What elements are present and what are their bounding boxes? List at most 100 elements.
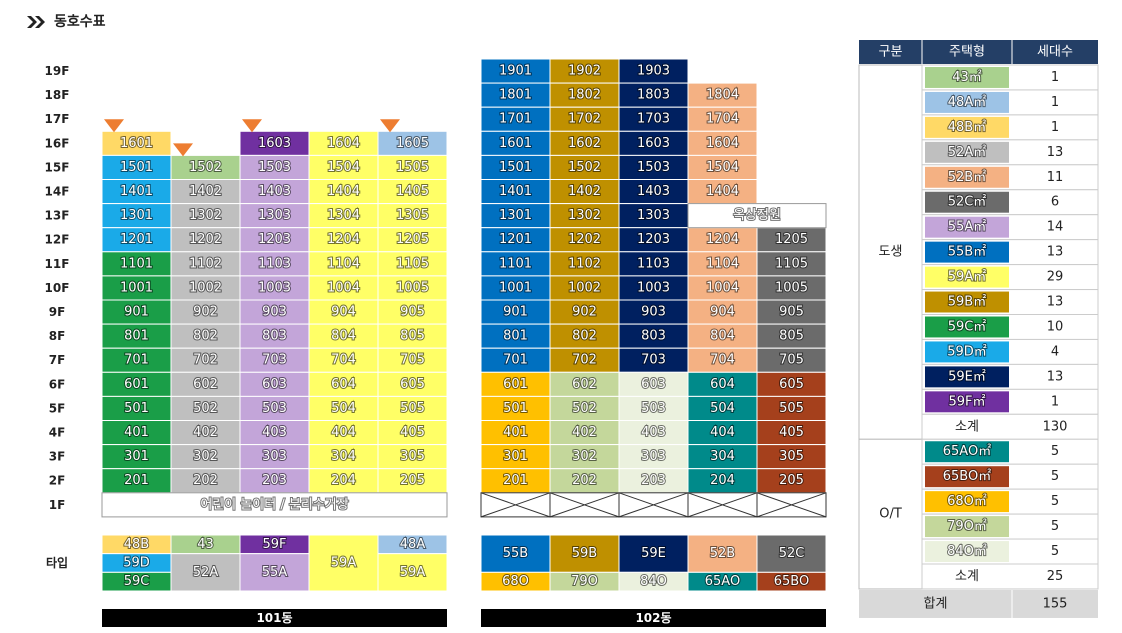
unit-cell <box>480 203 551 229</box>
unit-number: 1801 <box>499 88 532 103</box>
unit-cell <box>101 251 172 277</box>
unit-number: 1002 <box>568 280 601 295</box>
unit-number: 1803 <box>637 88 670 103</box>
unit-number: 1802 <box>568 88 601 103</box>
unit-cell <box>756 347 827 373</box>
type-cell: 55B㎡ <box>948 245 986 260</box>
type-cell: 55A㎡ <box>948 220 986 235</box>
type-row-label: 타입 <box>46 555 68 570</box>
type-swatch <box>925 266 1009 288</box>
type-cell: 43㎡ <box>952 70 982 85</box>
unit-number: 1605 <box>396 136 429 151</box>
unit-number: 701 <box>124 353 149 368</box>
unit-cell <box>377 468 448 494</box>
unit-cell <box>618 299 689 325</box>
unit-number: 1003 <box>258 280 291 295</box>
unit-number: 1404 <box>706 184 739 199</box>
type-name: 59A <box>400 565 426 580</box>
unit-cell <box>101 395 172 421</box>
subtotal-label: 소계 <box>955 569 979 584</box>
type-name: 65AO <box>705 574 740 589</box>
unit-cell <box>239 468 310 494</box>
unit-number: 901 <box>124 305 149 320</box>
type-swatch <box>925 241 1009 263</box>
unit-number: 1604 <box>706 136 739 151</box>
unit-number: 1505 <box>396 160 429 175</box>
subtotal-bg <box>921 413 1099 440</box>
count-cell: 14 <box>1047 220 1064 235</box>
unit-number: 1504 <box>327 160 360 175</box>
type-block <box>308 534 379 592</box>
type-cell: 52C㎡ <box>948 195 987 210</box>
unit-number: 801 <box>124 329 149 344</box>
unit-number: 202 <box>193 473 218 488</box>
unit-number: 1201 <box>120 232 153 247</box>
unit-number: 1204 <box>706 232 739 247</box>
unit-number: 504 <box>331 401 356 416</box>
type-name: 48B <box>124 537 149 552</box>
unit-cell <box>170 347 241 373</box>
unit-number: 1804 <box>706 88 739 103</box>
count-cell: 1 <box>1051 95 1059 110</box>
type-cell: 59A㎡ <box>948 270 986 285</box>
unit-cell <box>687 275 758 301</box>
type-swatch <box>925 166 1009 188</box>
unit-number: 904 <box>710 305 735 320</box>
unit-cell <box>308 468 379 494</box>
unit-number: 904 <box>331 305 356 320</box>
unit-cell <box>549 203 620 229</box>
ground-cross <box>618 492 689 518</box>
type-swatch <box>925 116 1009 138</box>
unit-number: 405 <box>400 425 425 440</box>
unit-number: 1601 <box>499 136 532 151</box>
unit-number: 1002 <box>189 280 222 295</box>
unit-number: 201 <box>124 473 149 488</box>
unit-number: 703 <box>641 353 666 368</box>
floor-label: 18F <box>45 88 70 102</box>
unit-number: 305 <box>779 449 804 464</box>
unit-cell <box>687 154 758 180</box>
type-cell: 79O㎡ <box>947 519 987 534</box>
type-cell: 59B㎡ <box>948 295 986 310</box>
unit-cell <box>239 179 310 205</box>
floor-label: 5F <box>49 401 66 415</box>
floor-label: 10F <box>45 281 70 295</box>
count-cell: 5 <box>1051 469 1059 484</box>
type-swatch <box>925 491 1009 513</box>
type-swatch <box>925 216 1009 238</box>
unit-number: 1401 <box>120 184 153 199</box>
unit-number: 1604 <box>327 136 360 151</box>
unit-cell <box>170 371 241 397</box>
unit-number: 1202 <box>189 232 222 247</box>
unit-number: 805 <box>779 329 804 344</box>
unit-cell <box>101 444 172 470</box>
unit-cell <box>687 82 758 108</box>
unit-number: 1402 <box>189 184 222 199</box>
unit-number: 602 <box>193 377 218 392</box>
unit-number: 501 <box>124 401 149 416</box>
floor-label: 17F <box>45 112 70 126</box>
unit-cell <box>687 420 758 446</box>
unit-number: 1902 <box>568 64 601 79</box>
unit-number: 204 <box>331 473 356 488</box>
unit-number: 802 <box>572 329 597 344</box>
unit-cell <box>549 299 620 325</box>
type-name: 79O <box>571 574 598 589</box>
unit-cell <box>480 227 551 253</box>
unit-cell <box>239 275 310 301</box>
unit-number: 903 <box>641 305 666 320</box>
type-swatch <box>925 366 1009 388</box>
type-name: 55A <box>262 565 288 580</box>
unit-number: 1005 <box>396 280 429 295</box>
title-icon <box>27 16 45 28</box>
unit-cell <box>239 154 310 180</box>
type-name: 59B <box>572 546 597 561</box>
type-block <box>756 534 827 573</box>
rooftop-label: 옥상정원 <box>733 208 781 223</box>
unit-number: 1603 <box>637 136 670 151</box>
unit-number: 1201 <box>499 232 532 247</box>
unit-number: 301 <box>503 449 528 464</box>
unit-cell <box>618 58 689 84</box>
unit-cell <box>308 130 379 156</box>
unit-cell <box>756 275 827 301</box>
